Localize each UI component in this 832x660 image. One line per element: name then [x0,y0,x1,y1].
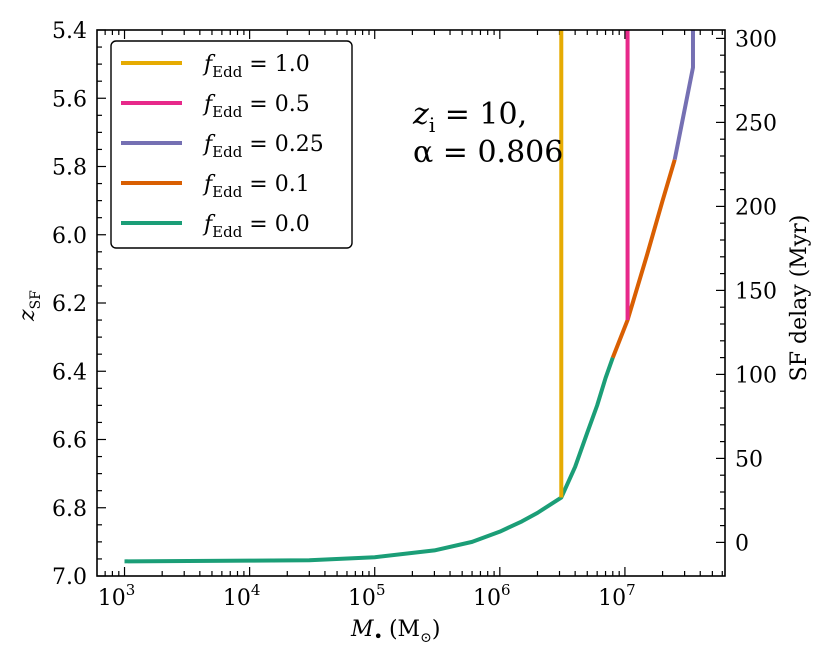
series-layer [124,30,695,564]
x-tick-label: 103 [98,581,136,611]
legend-label: fEdd = 0.25 [202,132,324,161]
y-tick-label: 5.6 [52,87,87,112]
y-tick-label: 5.4 [52,19,87,44]
x-tick-labels: 103 104 105 106 107 [98,581,636,611]
y-tick-label: 7.0 [52,565,87,590]
y2-tick-label: 0 [735,531,749,556]
y2-tick-label: 150 [735,279,777,304]
y-tick-label: 5.8 [52,156,87,181]
annotation: zi = 10, α = 0.806 [412,97,563,170]
axis-ticks [97,29,725,577]
x-axis-title: M• (M⊙) [350,617,440,646]
y2-axis-title: SF delay (Myr) [787,215,812,382]
legend-label: fEdd = 0.1 [202,172,310,201]
series-line-fedd-0.1 [610,159,677,359]
legend-label: fEdd = 0.0 [202,212,310,241]
y-tick-label: 6.4 [52,360,87,385]
x-tick-label: 106 [473,581,511,611]
series-line-fedd-0.0 [124,356,615,564]
y-tick-label: 6.2 [52,292,87,317]
annotation-line-1: zi = 10, [412,97,527,137]
y2-tick-label: 200 [735,195,777,220]
legend-label: fEdd = 0.5 [202,92,310,121]
y2-tick-label: 50 [735,447,763,472]
y-tick-label: 6.6 [52,429,87,454]
y2-tick-label: 300 [735,27,777,52]
y-tick-label: 6.0 [52,224,87,249]
x-tick-label: 104 [223,581,261,611]
plot-frame [96,29,726,577]
y2-tick-labels: 0 50 100 150 200 250 300 [735,27,777,556]
annotation-line-2: α = 0.806 [413,135,563,170]
legend-box [110,40,353,249]
y-axis-title: zSF [15,290,44,322]
x-tick-label: 107 [598,581,636,611]
series-line-fedd-0.25 [672,30,695,161]
y2-tick-label: 250 [735,111,777,136]
y-tick-label: 6.8 [52,497,87,522]
x-tick-label: 105 [348,581,386,611]
y2-tick-label: 100 [735,363,777,388]
y-tick-labels: 5.4 5.6 5.8 6.0 6.2 6.4 6.6 6.8 7.0 [52,19,87,590]
